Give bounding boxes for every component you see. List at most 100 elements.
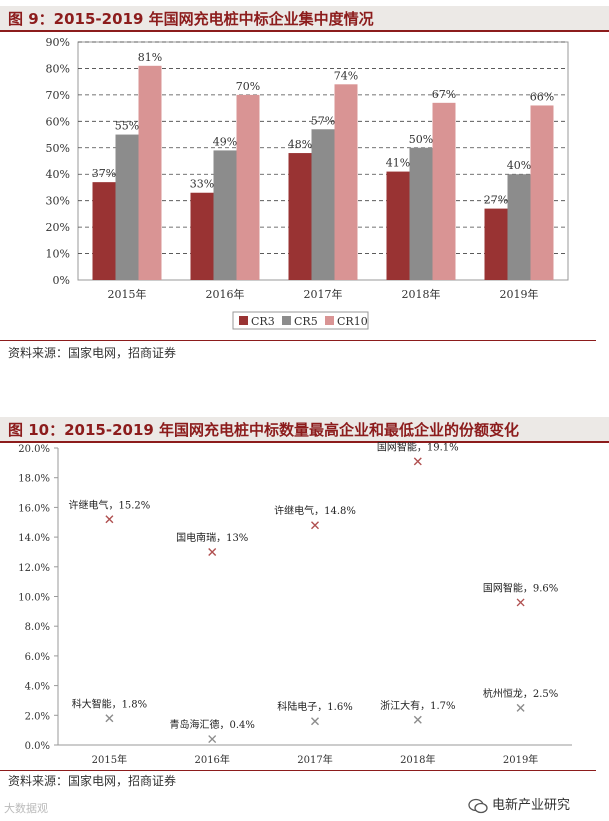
y-tick-label: 0.0% <box>25 741 50 752</box>
bar-cr10 <box>334 84 358 280</box>
bar-value-label: 50% <box>409 133 433 146</box>
legend-label: CR3 <box>251 315 275 328</box>
y-tick-label: 0% <box>53 274 70 287</box>
y-tick-label: 10% <box>46 248 70 261</box>
bar-cr10 <box>432 102 456 280</box>
bar-cr5 <box>409 147 433 280</box>
x-tick-label: 2019年 <box>503 753 538 766</box>
bar-value-label: 33% <box>190 178 214 191</box>
legend-label: CR5 <box>294 315 318 328</box>
figure10-bottom-rule <box>0 770 596 771</box>
legend-swatch-cr3 <box>239 316 248 325</box>
highest-share-point <box>311 521 319 530</box>
y-tick-label: 80% <box>46 62 70 75</box>
bar-value-label: 27% <box>484 194 508 207</box>
bar-value-label: 40% <box>507 159 531 172</box>
y-tick-label: 20.0% <box>18 444 50 455</box>
bar-cr3 <box>92 182 116 280</box>
bar-value-label: 81% <box>138 51 162 64</box>
bar-value-label: 37% <box>92 167 116 180</box>
highest-share-point <box>208 547 217 556</box>
bar-cr5 <box>115 134 139 280</box>
y-tick-label: 60% <box>46 115 70 128</box>
bar-cr5 <box>507 174 531 280</box>
bar-value-label: 67% <box>432 88 456 101</box>
lowest-share-point <box>413 715 422 724</box>
x-tick-label: 2015年 <box>108 287 147 301</box>
figure9-title: 图 9：2015-2019 年国网充电桩中标企业集中度情况 <box>8 10 374 28</box>
y-tick-label: 20% <box>46 221 70 234</box>
legend-swatch-cr5 <box>282 316 291 325</box>
highest-point-label: 许继电气，14.8% <box>274 504 356 517</box>
watermark-left: 大数据观 <box>4 802 48 815</box>
lowest-point-label: 科陆电子，1.6% <box>277 700 352 713</box>
legend-box <box>232 311 369 330</box>
bar-cr5 <box>213 150 237 280</box>
wechat-icon <box>468 798 488 814</box>
y-tick-label: 6.0% <box>25 652 50 663</box>
y-tick-label: 2.0% <box>25 711 50 722</box>
bar-cr3 <box>190 192 214 280</box>
x-tick-label: 2016年 <box>206 287 245 301</box>
lowest-point-label: 杭州恒龙，2.5% <box>483 687 558 700</box>
y-tick-label: 14.0% <box>18 533 50 544</box>
figure10-title: 图 10：2015-2019 年国网充电桩中标数量最高企业和最低企业的份额变化 <box>8 421 520 439</box>
y-tick-label: 40% <box>46 168 70 181</box>
bar-value-label: 74% <box>334 69 358 82</box>
watermark-right: 电新产业研究 <box>468 794 570 814</box>
bar-cr3 <box>484 208 508 280</box>
lowest-share-point <box>311 717 319 726</box>
bar-cr10 <box>236 94 260 280</box>
y-tick-label: 16.0% <box>18 503 50 514</box>
lowest-share-point <box>516 703 525 712</box>
highest-share-point <box>516 598 525 607</box>
y-tick-label: 70% <box>46 89 70 102</box>
x-tick-label: 2017年 <box>304 287 343 301</box>
lowest-share-point <box>208 735 217 744</box>
bar-value-label: 55% <box>115 120 139 133</box>
y-tick-label: 18.0% <box>18 474 50 485</box>
lowest-share-point <box>105 714 114 723</box>
highest-point-label: 国网智能，19.1% <box>377 440 459 453</box>
bar-value-label: 66% <box>530 90 554 103</box>
bar-cr10 <box>138 65 162 280</box>
highest-point-label: 许继电气，15.2% <box>69 498 151 511</box>
x-tick-label: 2019年 <box>500 287 539 301</box>
y-tick-label: 12.0% <box>18 563 50 574</box>
x-tick-label: 2018年 <box>402 287 441 301</box>
y-tick-label: 30% <box>46 195 70 208</box>
highest-share-point <box>413 457 422 466</box>
figure9-bottom-rule <box>0 340 596 341</box>
watermark-right-text: 电新产业研究 <box>492 798 571 813</box>
x-tick-label: 2017年 <box>297 753 332 766</box>
lowest-point-label: 浙江大有，1.7% <box>380 699 455 712</box>
figure10-title-bar: 图 10：2015-2019 年国网充电桩中标数量最高企业和最低企业的份额变化 <box>0 417 609 443</box>
highest-point-label: 国电南瑞，13% <box>176 531 248 544</box>
x-tick-label: 2016年 <box>194 753 229 766</box>
lowest-point-label: 青岛海汇德，0.4% <box>169 718 254 731</box>
cr-bar-chart: 0% 10% 20% 30% 40% 50% 60% 70% 80% 90% 37% 55% 81% 20… <box>46 36 569 330</box>
bar-cr5 <box>311 129 335 280</box>
y-tick-label: 4.0% <box>25 682 50 693</box>
x-tick-label: 2018年 <box>400 753 435 766</box>
legend-swatch-cr10 <box>325 316 334 325</box>
share-scatter-chart: 0.0% 2.0% 4.0% 6.0% 8.0% 10.0% 12.0% 14.0% 16.0%… <box>18 440 572 766</box>
figure9-title-bar: 图 9：2015-2019 年国网充电桩中标企业集中度情况 <box>0 6 609 32</box>
bar-value-label: 48% <box>288 138 312 151</box>
highest-share-point <box>105 515 114 524</box>
figure10-source: 资料来源：国家电网，招商证券 <box>8 774 177 788</box>
figure9-source: 资料来源：国家电网，招商证券 <box>8 346 177 360</box>
y-tick-label: 90% <box>46 36 70 49</box>
y-tick-label: 10.0% <box>18 593 50 604</box>
bar-value-label: 70% <box>236 80 260 93</box>
bar-value-label: 41% <box>386 157 410 170</box>
y-tick-label: 8.0% <box>25 622 50 633</box>
bar-value-label: 57% <box>311 114 335 127</box>
highest-point-label: 国网智能，9.6% <box>483 581 558 594</box>
bar-value-label: 49% <box>213 135 237 148</box>
bar-cr10 <box>530 105 554 280</box>
lowest-point-label: 科大智能，1.8% <box>72 697 147 710</box>
bar-cr3 <box>386 171 410 280</box>
y-tick-label: 50% <box>46 142 70 155</box>
bar-cr3 <box>288 153 312 280</box>
